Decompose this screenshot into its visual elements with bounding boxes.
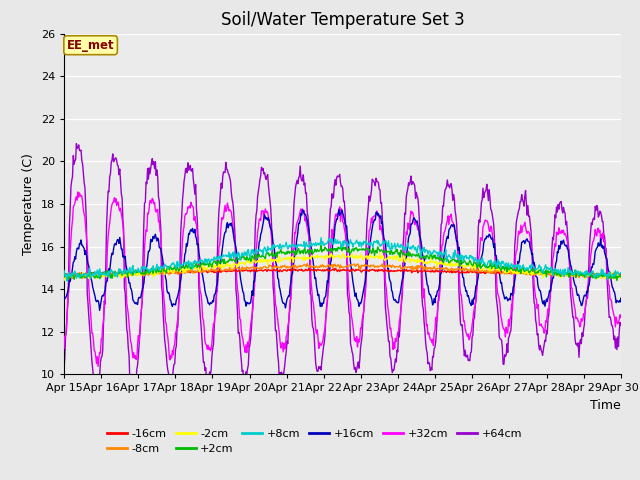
Y-axis label: Temperature (C): Temperature (C)	[22, 153, 35, 255]
Text: EE_met: EE_met	[67, 39, 115, 52]
X-axis label: Time: Time	[590, 399, 621, 412]
Legend: -16cm, -8cm, -2cm, +2cm, +8cm, +16cm, +32cm, +64cm: -16cm, -8cm, -2cm, +2cm, +8cm, +16cm, +3…	[103, 424, 526, 459]
Title: Soil/Water Temperature Set 3: Soil/Water Temperature Set 3	[221, 11, 464, 29]
